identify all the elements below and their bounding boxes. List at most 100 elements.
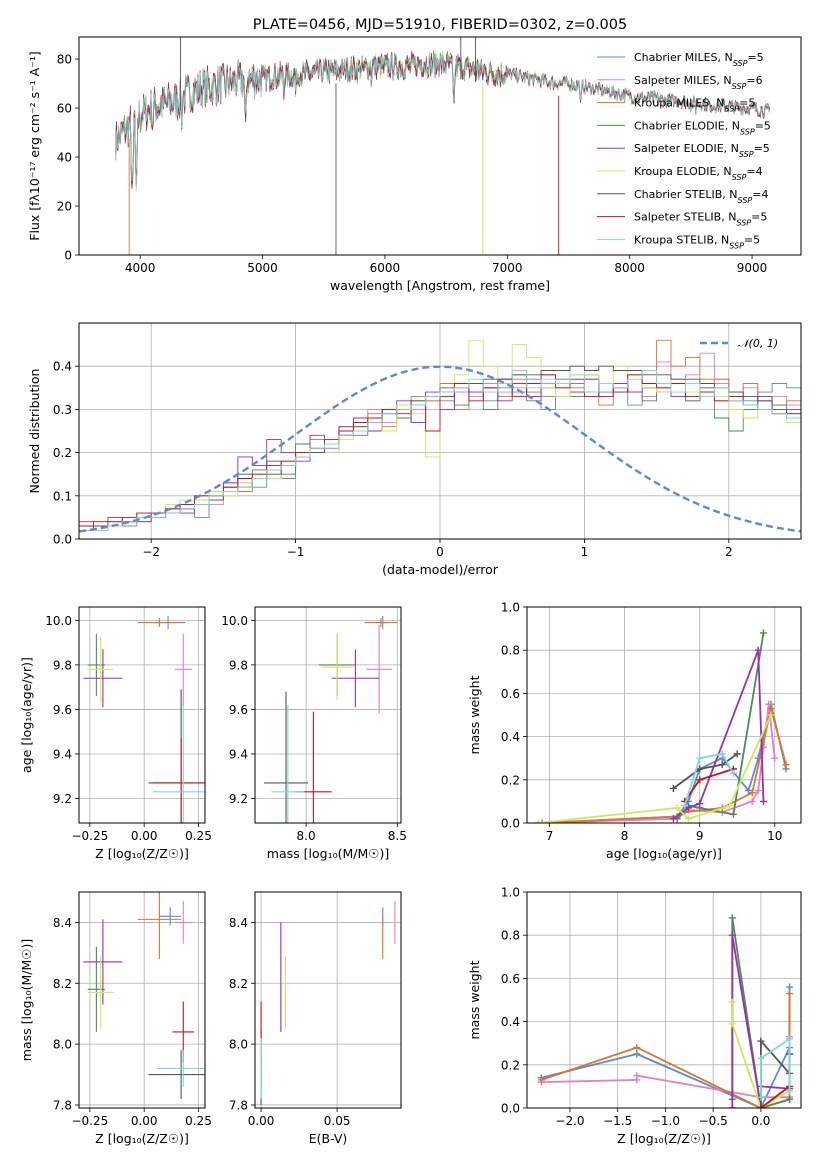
panel-z-mass: −0.25 0.00 0.25 7.8 8.0 8.2 8.4 Z [log₁₀(Z/Z☉)]… [19,891,212,1146]
x-tick-label: 2 [725,545,733,559]
grid-ebv-mass [255,892,401,1108]
x-axis-label: E(B-V) [309,1131,348,1146]
y-tick-label: 8.2 [53,977,72,991]
y-tick-label: 0 [64,249,72,263]
x-tick-label: −1.0 [651,1114,680,1128]
weight-marker [669,784,677,792]
panel-spectrum: 4000 5000 6000 7000 8000 9000 0 20 40 60 80 wavelen… [27,36,802,293]
errorbar-point [87,635,114,703]
weight-marker [726,802,734,810]
x-tick-label: −1 [287,545,305,559]
errorbar-point [87,946,106,1032]
y-tick-label: 8.0 [53,1038,72,1052]
figure-title: PLATE=0456, MJD=51910, FIBERID=0302, z=0… [253,17,627,33]
legend-label-tail: =5 [751,211,767,224]
panel-mass-age: 8.0 8.5 9.2 9.4 9.6 9.8 10.0 mass [log₁₀(M/M☉)] [221,606,407,861]
errorbar-point [174,633,192,705]
weight-marker [681,802,689,810]
weight-marker [757,1054,765,1062]
y-tick-label: 0.2 [501,773,520,787]
weight-marker [757,1104,765,1108]
axes-frame [526,891,802,1109]
x-tick-label: 6000 [370,261,401,275]
legend-label-tail: =6 [746,74,762,87]
grid-z-weight [527,891,801,1109]
errorbar-point [83,649,123,708]
legend-label: Salpeter ELODIE, NSSP=5 [634,142,770,159]
legend-label-main: Kroupa ELODIE, N [634,165,732,178]
plot-area-ebv-mass [260,901,396,1105]
weight-marker [754,787,762,795]
weight-line [760,1085,791,1108]
legend-label-sub: SSP [724,104,739,113]
x-tick-label: 0.05 [324,1114,351,1128]
plot-area-z-weight [537,914,794,1108]
weight-marker [538,819,546,823]
weight-marker [767,705,775,713]
x-axis-label: mass [log₁₀(M/M☉)] [267,846,389,861]
y-tick-label: 9.2 [53,792,72,806]
axes-frame [78,36,802,256]
x-axis-label: Z [log₁₀(Z/Z☉)] [617,1131,711,1146]
legend-label: Kroupa MILES, NSSP=5 [634,97,755,114]
x-tick-label: −0.25 [71,829,108,843]
axes-frame [526,606,802,824]
y-tick-label: 9.6 [53,703,72,717]
weight-marker [782,761,790,769]
y-tick-label: 7.8 [229,1098,248,1112]
weight-marker [684,815,692,823]
y-tick-label: 8.4 [229,916,248,930]
errorbar-point [137,892,182,959]
weight-marker [669,815,677,823]
y-tick-label: 8.4 [53,916,72,930]
weight-marker [696,776,704,784]
axes-frame [254,891,402,1109]
y-tick-label: 9.6 [229,703,248,717]
x-tick-label: 9 [696,829,704,843]
legend-label-tail: =4 [746,165,762,178]
x-tick-label: 0.00 [131,1114,158,1128]
legend-label: Chabrier MILES, NSSP=5 [634,51,764,68]
y-tick-label: 0.2 [53,446,72,460]
weight-marker [748,797,756,805]
weight-marker [754,646,762,654]
weight-line [760,1037,791,1098]
errorbar-point [152,738,205,823]
legend-label-tail: =5 [754,142,770,155]
legend-label: Chabrier STELIB, NSSP=4 [634,188,768,205]
weight-marker [748,789,756,797]
weight-marker [696,754,704,762]
legend-label: 𝒩(0, 1) [738,337,778,350]
axes-frame [78,891,206,1109]
plot-area-z-age [83,615,205,823]
weight-marker [696,800,704,808]
errorbar-point [320,633,354,701]
errorbar-point [366,624,392,714]
y-tick-label: 0.4 [501,730,520,744]
errorbar-point [148,1050,205,1099]
histogram-step [79,370,801,531]
x-tick-label: 0.0 [751,1114,770,1128]
y-tick-label: 0.1 [53,489,72,503]
errorbar-point [157,1050,205,1087]
y-tick-label: 7.8 [53,1098,72,1112]
legend-label-tail: =5 [747,51,763,64]
weight-marker [757,1037,765,1045]
legend-label: Salpeter STELIB, NSSP=5 [634,211,767,228]
plot-area-age-weight [534,629,790,823]
legend-label-main: Chabrier ELODIE, N [634,119,740,132]
y-tick-label: 0.4 [501,1015,520,1029]
plot-area-residuals [79,339,801,533]
weight-marker [728,1104,736,1108]
y-axis-label: mass weight [467,675,482,754]
y-tick-label: 0.6 [501,972,520,986]
y-tick-label: 0.2 [501,1058,520,1072]
axes-frame [78,606,206,824]
x-axis-label: age [log₁₀(age/yr)] [606,846,722,861]
y-tick-label: 9.8 [229,658,248,672]
weight-line [731,935,790,1108]
y-tick-label: 0.6 [501,687,520,701]
histogram-step [79,339,801,527]
